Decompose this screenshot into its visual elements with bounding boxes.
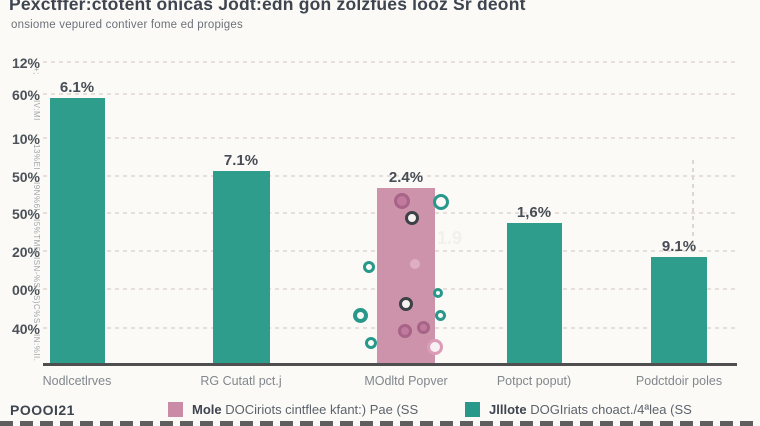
y-axis-artifact-text: S)C%S (32, 295, 41, 324)
x-axis-baseline (43, 363, 737, 366)
bar-value-label: 1,6% (516, 204, 552, 221)
legend-color-swatch (465, 402, 480, 417)
bar (651, 257, 707, 363)
y-tick-label: 60% (11, 87, 40, 103)
decorative-circle (394, 193, 410, 209)
y-axis-artifact-text: +; (32, 67, 41, 75)
bar (507, 223, 562, 363)
gridline (43, 93, 737, 95)
y-tick-label: 00% (11, 282, 40, 298)
decorative-circle (352, 307, 368, 323)
bar-value-label: 9.1% (661, 238, 697, 255)
chart-title: Pexctffer:ctotent onicas Jodt:edn gon zo… (9, 0, 526, 14)
chart-subtitle: onsiome vepured contiver fome ed propige… (11, 19, 243, 31)
footer-code-label: POOOI21 (10, 402, 75, 418)
decorative-circle (433, 194, 449, 210)
legend-item-label: Mole DOCiriots cintflee kfant:) Pae (SS (192, 402, 419, 417)
legend-item: Jlllote DOGIriats choact./4ªlea (SS (465, 402, 692, 417)
x-category-label: MOdltd Popver (364, 374, 448, 388)
y-axis-artifact-text: IV:MI (32, 100, 41, 121)
bar (213, 171, 270, 363)
decorative-circle (416, 320, 430, 334)
bar-value-label: 7.1% (223, 152, 259, 169)
gridline (43, 61, 737, 63)
y-axis-artifact-text: ISN-%S! (32, 257, 41, 292)
y-tick-label: 50% (11, 206, 40, 222)
decorative-circle (363, 261, 375, 273)
y-tick-label: 10% (11, 131, 40, 147)
decorative-circle (365, 337, 377, 349)
decorative-circle (433, 288, 443, 298)
decorative-circle (405, 211, 419, 225)
x-category-label: Podctdoir poles (635, 374, 723, 388)
y-tick-label: 40% (11, 321, 40, 337)
bar (50, 98, 105, 363)
y-tick-label: 12% (11, 55, 40, 71)
x-category-label: RG Cutatl pct.j (200, 374, 282, 388)
decorative-circle (434, 309, 446, 321)
gridline (43, 175, 737, 177)
legend-item-label: Jlllote DOGIriats choact./4ªlea (SS (489, 402, 692, 417)
decorative-circle (410, 259, 420, 269)
y-tick-label: 50% (11, 169, 40, 185)
decorative-circle (399, 297, 413, 311)
decorative-circle (427, 339, 443, 355)
y-axis-artifact-text: I5%TM5I (32, 219, 41, 255)
bar-value-label: 2.4% (388, 169, 424, 186)
x-category-label: Potpct poput) (496, 374, 572, 388)
faint-watermark: 1.9 (437, 228, 463, 248)
y-axis-artifact-text: 13%EI (32, 144, 41, 171)
legend-item: Mole DOCiriots cintflee kfant:) Pae (SS (168, 402, 418, 417)
decorative-circle (398, 324, 412, 338)
gridline (43, 137, 737, 139)
y-axis-artifact-text: I9N%6I (32, 182, 41, 212)
vertical-artifact-line (692, 160, 694, 256)
bottom-dashed-strip (0, 421, 760, 426)
bar-value-label: 6.1% (59, 79, 95, 96)
y-tick-label: 20% (11, 244, 40, 260)
legend-color-swatch (168, 402, 183, 417)
y-axis-artifact-text: IN:%II. (32, 334, 41, 362)
x-category-label: Nodlcetlrves (42, 374, 112, 388)
